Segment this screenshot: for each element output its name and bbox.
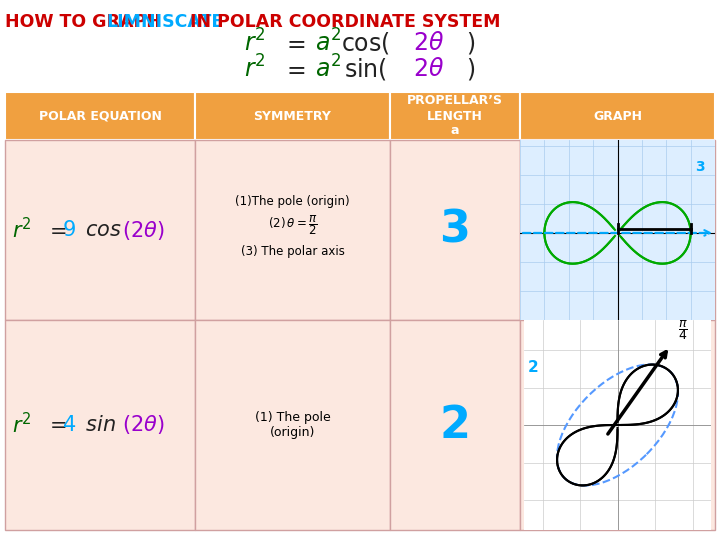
FancyBboxPatch shape [390, 320, 520, 530]
Text: LIMNISCATE: LIMNISCATE [107, 13, 224, 31]
Text: $=$: $=$ [45, 220, 66, 240]
FancyBboxPatch shape [195, 320, 390, 530]
FancyBboxPatch shape [520, 320, 715, 530]
Text: $(2)\,\theta = \dfrac{\pi}{2}$: $(2)\,\theta = \dfrac{\pi}{2}$ [268, 213, 318, 237]
Text: IN POLAR COORDINATE SYSTEM: IN POLAR COORDINATE SYSTEM [184, 13, 501, 31]
Text: $a^2$: $a^2$ [315, 29, 341, 57]
Text: 2: 2 [528, 361, 539, 375]
Text: $r^2$: $r^2$ [12, 218, 32, 242]
Text: $2\theta$: $2\theta$ [413, 57, 444, 80]
Text: 3: 3 [696, 160, 705, 174]
Text: HOW TO GRAPH: HOW TO GRAPH [5, 13, 167, 31]
Text: $r^2$: $r^2$ [244, 56, 266, 83]
Text: $9$: $9$ [62, 220, 76, 240]
Text: $4$: $4$ [62, 415, 76, 435]
Text: $\,=\,$: $\,=\,$ [278, 57, 305, 80]
Text: $\,=\,$: $\,=\,$ [278, 31, 305, 55]
FancyBboxPatch shape [5, 320, 195, 530]
Text: SYMMETRY: SYMMETRY [253, 110, 331, 123]
Text: $)$: $)$ [466, 56, 475, 82]
Text: POLAR EQUATION: POLAR EQUATION [39, 110, 161, 123]
Text: 2: 2 [439, 403, 470, 447]
Text: PROPELLAR’S
LENGTH
a: PROPELLAR’S LENGTH a [407, 94, 503, 138]
FancyBboxPatch shape [195, 140, 390, 320]
FancyBboxPatch shape [520, 92, 715, 140]
Text: $r^2$: $r^2$ [244, 29, 266, 57]
Text: $a^2$: $a^2$ [315, 56, 341, 83]
Text: $\,cos\,$: $\,cos\,$ [82, 220, 122, 240]
FancyBboxPatch shape [390, 140, 520, 320]
Text: $=$: $=$ [45, 415, 66, 435]
Text: (1) The pole
(origin): (1) The pole (origin) [255, 411, 330, 439]
Text: $r^2$: $r^2$ [12, 413, 32, 437]
Text: $\cos($: $\cos($ [341, 30, 390, 56]
FancyBboxPatch shape [5, 92, 195, 140]
Text: $)$: $)$ [466, 30, 475, 56]
Text: $(2\theta)$: $(2\theta)$ [122, 219, 165, 241]
Text: $\sin($: $\sin($ [343, 56, 387, 82]
Text: $\,sin\,$: $\,sin\,$ [82, 415, 116, 435]
Text: (3) The polar axis: (3) The polar axis [240, 246, 344, 259]
Text: 3: 3 [440, 208, 470, 252]
FancyBboxPatch shape [520, 140, 715, 320]
Text: $(2\theta)$: $(2\theta)$ [122, 414, 165, 436]
Text: (1)The pole (origin): (1)The pole (origin) [235, 195, 350, 208]
FancyBboxPatch shape [195, 92, 390, 140]
FancyBboxPatch shape [5, 140, 195, 320]
FancyBboxPatch shape [390, 92, 520, 140]
Text: $\dfrac{\pi}{4}$: $\dfrac{\pi}{4}$ [678, 319, 688, 342]
Text: $2\theta$: $2\theta$ [413, 31, 444, 55]
Text: GRAPH: GRAPH [593, 110, 642, 123]
